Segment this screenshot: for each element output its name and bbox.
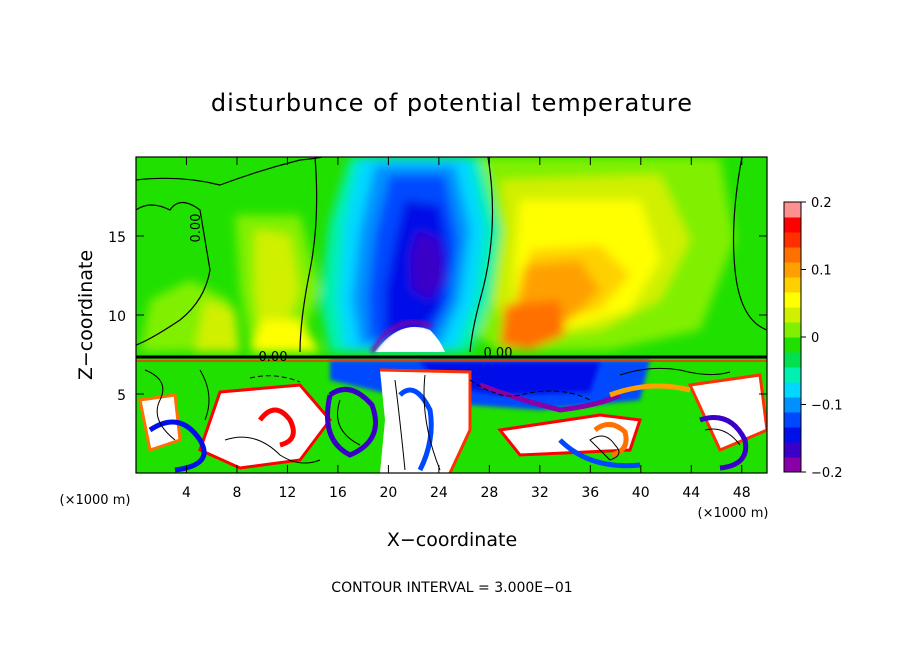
- colorbar: 0.2 0.1 0 −0.1 −0.2: [783, 196, 843, 481]
- contour-labels: 0.00 0.00 0.00: [189, 214, 512, 365]
- x-axis-ticks: 4 8 12 16 20 24 28 32 36 40 44 48: [182, 157, 751, 501]
- x-tick-label: 48: [733, 485, 751, 501]
- colorbar-segment: [784, 247, 801, 263]
- colorbar-segment: [784, 367, 801, 383]
- colorbar-segment: [784, 337, 801, 353]
- colorbar-segment: [784, 412, 801, 428]
- colorbar-segment: [784, 382, 801, 398]
- colorbar-segment: [784, 217, 801, 233]
- colorbar-segment: [784, 397, 801, 413]
- colorbar-segment: [784, 307, 801, 323]
- colorbar-segment: [784, 232, 801, 248]
- upper-field: [140, 157, 735, 354]
- colorbar-segment: [784, 427, 801, 443]
- y-tick-label: 10: [108, 309, 126, 325]
- colorbar-segment: [784, 262, 801, 278]
- y-axis-label: Z−coordinate: [75, 250, 97, 380]
- colorbar-tick-label: 0: [811, 331, 819, 346]
- colorbar-segment: [784, 292, 801, 308]
- zero-contours: [136, 157, 767, 353]
- x-tick-label: 32: [531, 485, 549, 501]
- colorbar-segment: [784, 322, 801, 338]
- x-tick-label: 4: [182, 485, 191, 501]
- colorbar-tick-label: 0.1: [811, 264, 832, 279]
- y-tick-label: 15: [108, 230, 126, 246]
- colorbar-tick-label: −0.1: [811, 399, 843, 414]
- contour-label: 0.00: [189, 214, 204, 243]
- colorbar-segment: [784, 457, 801, 473]
- y-unit-label: (×1000 m): [698, 506, 769, 521]
- x-tick-label: 16: [329, 485, 347, 501]
- x-tick-label: 40: [632, 485, 650, 501]
- colorbar-segment: [784, 442, 801, 458]
- x-tick-label: 12: [279, 485, 297, 501]
- colorbar-tick-label: −0.2: [811, 466, 843, 481]
- chart-title: disturbunce of potential temperature: [211, 89, 693, 117]
- x-unit-label: (×1000 m): [60, 493, 131, 508]
- lower-field: [136, 357, 767, 473]
- y-tick-label: 5: [117, 388, 126, 404]
- x-axis-label: X−coordinate: [387, 529, 517, 551]
- x-tick-label: 36: [581, 485, 599, 501]
- x-tick-label: 24: [430, 485, 448, 501]
- colorbar-tick-label: 0.2: [811, 196, 832, 211]
- contour-label: 0.00: [259, 350, 288, 365]
- x-tick-label: 28: [480, 485, 498, 501]
- colorbar-segment: [784, 277, 801, 293]
- contour-label: 0.00: [484, 346, 513, 361]
- y-axis-ticks: 5 10 15: [108, 230, 767, 404]
- colorbar-segment: [784, 202, 801, 218]
- x-tick-label: 44: [682, 485, 700, 501]
- x-tick-label: 20: [379, 485, 397, 501]
- field-plot: [136, 157, 767, 473]
- contour-interval-note: CONTOUR INTERVAL = 3.000E−01: [331, 580, 572, 596]
- colorbar-segment: [784, 352, 801, 368]
- x-tick-label: 8: [232, 485, 241, 501]
